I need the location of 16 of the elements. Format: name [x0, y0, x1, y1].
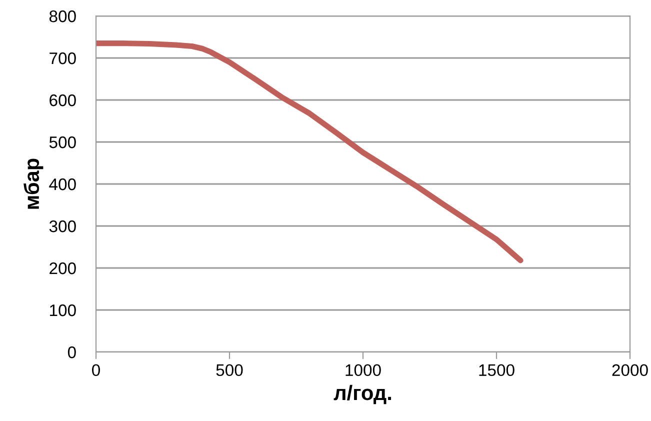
x-tick-label: 1000: [346, 364, 381, 376]
y-tick-label: 100: [50, 304, 76, 316]
y-tick-label: 200: [50, 262, 76, 274]
y-tick-label: 800: [49, 10, 76, 22]
x-tick-label: 0: [92, 364, 100, 376]
y-tick-label: 0: [68, 346, 76, 358]
y-axis-title: мбар: [24, 158, 44, 209]
x-tick-label: 500: [216, 364, 243, 376]
y-tick-label: 400: [49, 178, 76, 190]
x-tick-label: 2000: [612, 364, 648, 376]
y-tick-label: 300: [49, 220, 76, 232]
x-axis-title: л/год.: [334, 384, 391, 404]
y-tick-label: 600: [50, 94, 76, 106]
x-tick-label: 1500: [479, 364, 514, 376]
y-tick-label: 700: [50, 52, 76, 64]
y-tick-label: 500: [49, 136, 76, 148]
